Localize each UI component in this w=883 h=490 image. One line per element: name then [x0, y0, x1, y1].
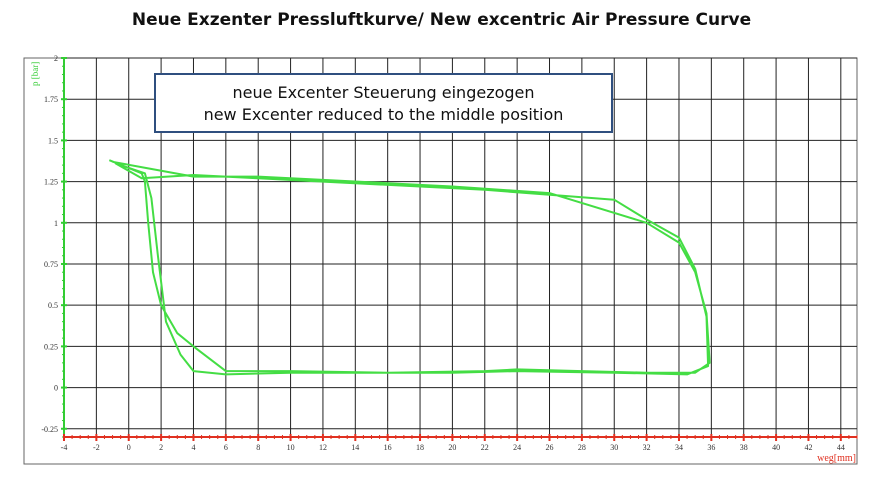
- x-tick-label: 32: [643, 443, 651, 452]
- x-tick-label: 34: [675, 443, 683, 452]
- y-tick-label: -0.25: [41, 425, 58, 434]
- x-axis-label: weg[mm]: [817, 453, 856, 464]
- x-axis: -4 -2 0 2 4 6 8 10 12 14 16 18 20 22 24 26 28 30 32 34 36 38 4…: [61, 434, 858, 452]
- y-tick-label: 1.25: [44, 178, 58, 187]
- data-series: [108, 159, 711, 376]
- x-tick-label: 10: [287, 443, 295, 452]
- y-tick-label: 0.75: [44, 260, 58, 269]
- chart-title: Neue Exzenter Pressluftkurve/ New excent…: [131, 10, 752, 30]
- x-tick-label: 24: [513, 443, 521, 452]
- y-axis-label: p [bar]: [30, 62, 40, 86]
- y-tick-label: 1: [54, 219, 58, 228]
- annotation-line-2: new Excenter reduced to the middle posit…: [203, 105, 564, 124]
- y-tick-label: 1.5: [48, 136, 58, 145]
- x-tick-label: 4: [191, 443, 195, 452]
- x-tick-label: -4: [61, 443, 68, 452]
- x-tick-label: 2: [159, 443, 163, 452]
- x-tick-label: 0: [127, 443, 131, 452]
- x-tick-label: 20: [448, 443, 456, 452]
- x-tick-label: 30: [610, 443, 618, 452]
- x-tick-label: 36: [707, 443, 715, 452]
- y-axis: -0.25 0 0.25 0.5 0.75 1 1.25 1.5 1.75 2: [41, 54, 67, 441]
- x-tick-label: 44: [837, 443, 845, 452]
- series-line: [108, 159, 711, 376]
- x-tick-label: 26: [546, 443, 554, 452]
- x-tick-label: 14: [351, 443, 359, 452]
- y-tick-label: 0: [54, 384, 58, 393]
- y-tick-label: 2: [54, 54, 58, 63]
- x-tick-label: 18: [416, 443, 424, 452]
- y-tick-label: 1.75: [44, 95, 58, 104]
- x-tick-label: -2: [93, 443, 100, 452]
- annotation-line-1: neue Excenter Steuerung eingezogen: [232, 83, 535, 102]
- y-tick-label: 0.5: [48, 301, 58, 310]
- x-tick-label: 38: [740, 443, 748, 452]
- x-tick-label: 12: [319, 443, 327, 452]
- x-tick-label: 28: [578, 443, 586, 452]
- x-tick-label: 42: [804, 443, 812, 452]
- axis-labels: p [bar] weg[mm]: [30, 62, 856, 464]
- x-tick-label: 22: [481, 443, 489, 452]
- y-tick-label: 0.25: [44, 342, 58, 351]
- annotation-box: neue Excenter Steuerung eingezogen new E…: [154, 73, 613, 133]
- x-tick-label: 40: [772, 443, 780, 452]
- x-tick-label: 8: [256, 443, 260, 452]
- x-tick-label: 6: [224, 443, 228, 452]
- x-tick-label: 16: [384, 443, 392, 452]
